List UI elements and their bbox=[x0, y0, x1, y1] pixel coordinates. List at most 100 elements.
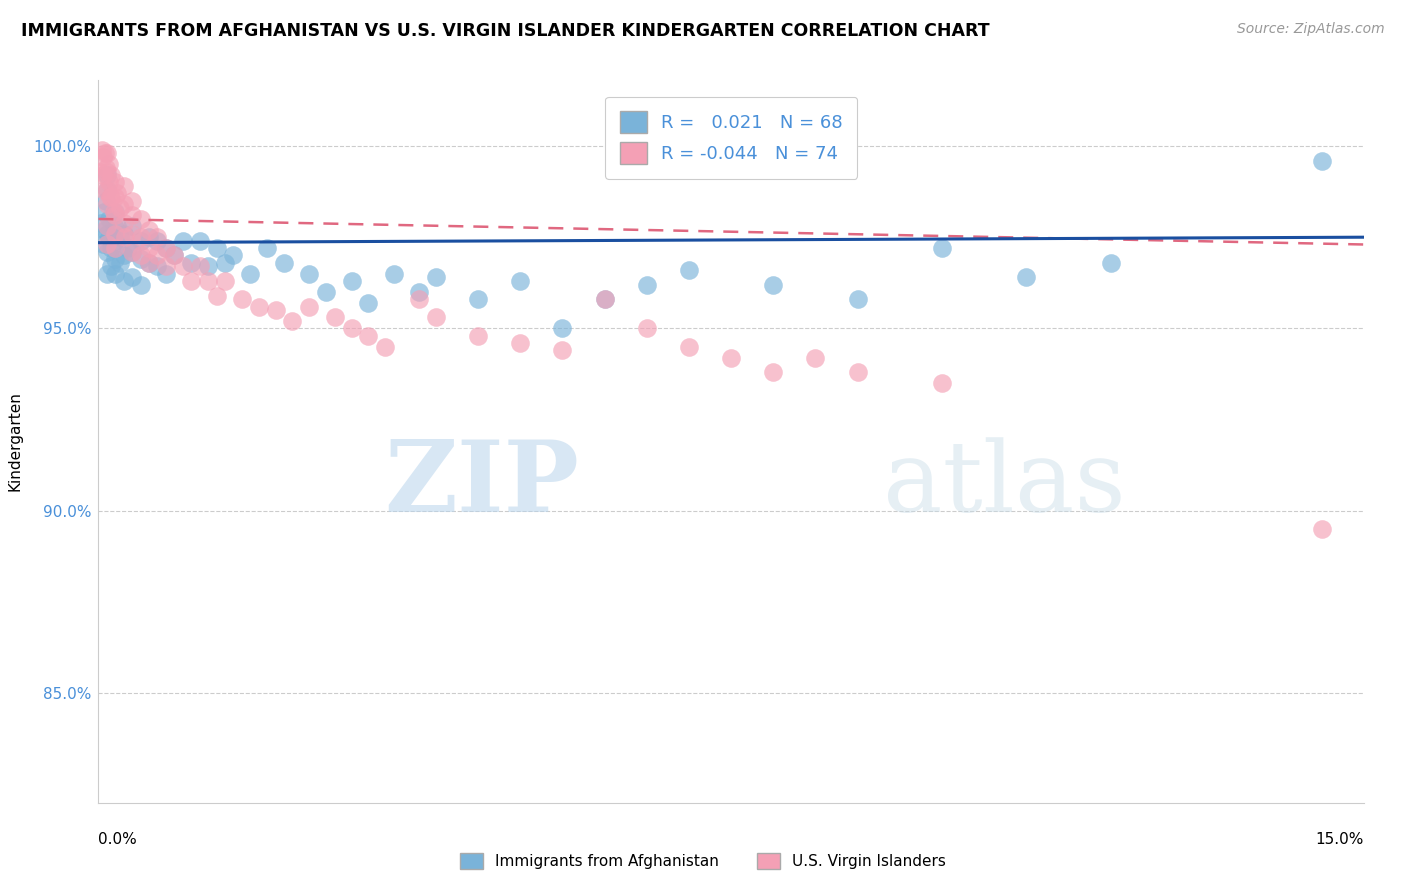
Text: Source: ZipAtlas.com: Source: ZipAtlas.com bbox=[1237, 22, 1385, 37]
Legend: Immigrants from Afghanistan, U.S. Virgin Islanders: Immigrants from Afghanistan, U.S. Virgin… bbox=[454, 847, 952, 875]
Point bbox=[467, 292, 489, 306]
Point bbox=[205, 241, 228, 255]
Point bbox=[408, 292, 430, 306]
Point bbox=[551, 343, 574, 358]
Point bbox=[96, 244, 118, 259]
Point bbox=[104, 204, 127, 219]
Point bbox=[112, 216, 135, 230]
Point bbox=[138, 230, 160, 244]
Point bbox=[172, 234, 194, 248]
Point bbox=[197, 274, 219, 288]
Point bbox=[146, 248, 169, 262]
Point bbox=[138, 241, 160, 255]
Point bbox=[315, 285, 337, 299]
Point bbox=[96, 168, 118, 182]
Point bbox=[180, 274, 202, 288]
Point bbox=[425, 310, 447, 325]
Point bbox=[100, 260, 122, 274]
Point bbox=[112, 197, 135, 211]
Point bbox=[340, 274, 363, 288]
Point bbox=[298, 300, 321, 314]
Point bbox=[720, 351, 742, 365]
Text: atlas: atlas bbox=[883, 437, 1126, 533]
Point bbox=[103, 204, 125, 219]
Point bbox=[129, 248, 152, 262]
Point bbox=[90, 216, 112, 230]
Point bbox=[105, 186, 128, 201]
Y-axis label: Kindergarten: Kindergarten bbox=[7, 392, 22, 491]
Point bbox=[94, 146, 117, 161]
Point bbox=[121, 219, 143, 234]
Point bbox=[103, 219, 125, 234]
Point bbox=[762, 365, 785, 379]
Point bbox=[108, 201, 131, 215]
Point bbox=[846, 365, 869, 379]
Text: 0.0%: 0.0% bbox=[98, 831, 138, 847]
Point bbox=[104, 190, 127, 204]
Point bbox=[323, 310, 346, 325]
Point bbox=[129, 230, 152, 244]
Point bbox=[96, 227, 118, 241]
Point bbox=[104, 234, 127, 248]
Point bbox=[509, 336, 531, 351]
Point bbox=[94, 194, 117, 208]
Point bbox=[138, 223, 160, 237]
Point bbox=[117, 241, 139, 255]
Point bbox=[298, 267, 321, 281]
Point bbox=[374, 340, 396, 354]
Point bbox=[188, 260, 211, 274]
Point bbox=[762, 277, 785, 292]
Point bbox=[467, 328, 489, 343]
Point bbox=[931, 376, 953, 391]
Point bbox=[804, 351, 827, 365]
Point bbox=[678, 263, 700, 277]
Point bbox=[129, 252, 152, 266]
Point bbox=[155, 241, 177, 255]
Point bbox=[846, 292, 869, 306]
Point bbox=[112, 227, 135, 241]
Point bbox=[108, 256, 131, 270]
Text: 15.0%: 15.0% bbox=[1316, 831, 1364, 847]
Point bbox=[121, 244, 143, 259]
Point bbox=[104, 208, 127, 222]
Text: IMMIGRANTS FROM AFGHANISTAN VS U.S. VIRGIN ISLANDER KINDERGARTEN CORRELATION CHA: IMMIGRANTS FROM AFGHANISTAN VS U.S. VIRG… bbox=[21, 22, 990, 40]
Point bbox=[636, 277, 658, 292]
Point bbox=[551, 321, 574, 335]
Point bbox=[105, 219, 128, 234]
Point bbox=[121, 244, 143, 259]
Point bbox=[96, 219, 118, 234]
Point bbox=[222, 248, 245, 262]
Point bbox=[104, 176, 127, 190]
Point bbox=[281, 314, 304, 328]
Point bbox=[121, 194, 143, 208]
Point bbox=[1310, 153, 1333, 168]
Point bbox=[231, 292, 253, 306]
Point bbox=[112, 274, 135, 288]
Point bbox=[98, 176, 121, 190]
Point bbox=[100, 190, 122, 204]
Point bbox=[678, 340, 700, 354]
Point bbox=[94, 161, 117, 175]
Point bbox=[205, 288, 228, 302]
Point bbox=[112, 179, 135, 194]
Point bbox=[121, 227, 143, 241]
Point bbox=[155, 241, 177, 255]
Point bbox=[214, 274, 236, 288]
Point bbox=[104, 227, 127, 241]
Point bbox=[93, 168, 115, 182]
Point bbox=[121, 208, 143, 222]
Point bbox=[273, 256, 295, 270]
Point bbox=[94, 223, 117, 237]
Point bbox=[425, 270, 447, 285]
Point bbox=[91, 150, 114, 164]
Point bbox=[188, 234, 211, 248]
Point bbox=[90, 143, 112, 157]
Point bbox=[340, 321, 363, 335]
Point bbox=[97, 157, 120, 171]
Point bbox=[1099, 256, 1122, 270]
Point bbox=[256, 241, 278, 255]
Point bbox=[239, 267, 262, 281]
Point bbox=[129, 277, 152, 292]
Point bbox=[197, 260, 219, 274]
Point bbox=[96, 267, 118, 281]
